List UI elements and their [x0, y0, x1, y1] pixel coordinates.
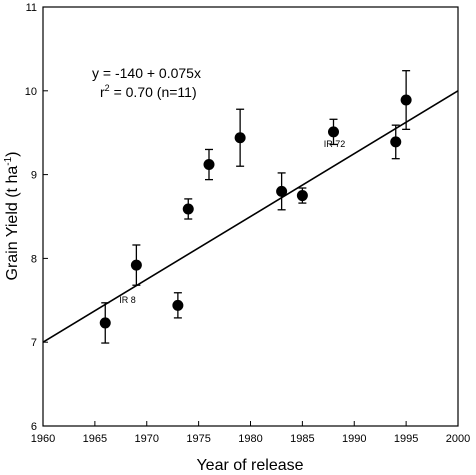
point-labels: IR 8 IR 72	[119, 139, 345, 305]
data-point	[234, 132, 246, 144]
x-tick-label: 1990	[342, 433, 366, 445]
data-point	[296, 190, 308, 202]
data-point	[400, 94, 412, 106]
data-point	[130, 259, 142, 271]
regression-line	[42, 90, 459, 343]
point-label: IR 8	[119, 295, 136, 305]
y-axis: 6 7 8 9 10 11	[25, 2, 48, 433]
x-tick-label: 1980	[238, 433, 262, 445]
x-tick-label: 1995	[394, 433, 418, 445]
x-axis: 1960 1965 1970 1975 1980 1985 1990 1995 2000	[31, 421, 470, 445]
x-tick-label: 1960	[31, 433, 55, 445]
x-axis-title: Year of release	[196, 457, 303, 474]
y-tick-label: 9	[31, 170, 37, 182]
data-point	[390, 136, 402, 148]
x-tick-label: 1970	[135, 433, 159, 445]
data-point	[99, 317, 111, 329]
data-point	[182, 203, 194, 215]
y-tick-label: 6	[31, 421, 37, 433]
point-label: IR 72	[324, 139, 346, 149]
data-points	[99, 70, 412, 344]
y-tick-label: 8	[31, 253, 37, 265]
equation-line: y = -140 + 0.075x	[92, 65, 201, 81]
data-point	[172, 299, 184, 311]
data-point	[276, 185, 288, 197]
y-tick-label: 10	[25, 86, 37, 98]
y-tick-label: 7	[31, 337, 37, 349]
y-tick-label: 11	[26, 2, 37, 14]
x-tick-label: 1965	[83, 433, 107, 445]
x-tick-label: 1985	[290, 433, 314, 445]
data-point	[203, 159, 215, 171]
r-squared-line: r2 = 0.70 (n=11)	[100, 83, 197, 100]
x-tick-label: 1975	[186, 433, 210, 445]
x-tick-label: 2000	[446, 433, 470, 445]
data-point	[328, 126, 339, 138]
y-axis-title: Grain Yield (t ha-1)	[3, 152, 21, 281]
